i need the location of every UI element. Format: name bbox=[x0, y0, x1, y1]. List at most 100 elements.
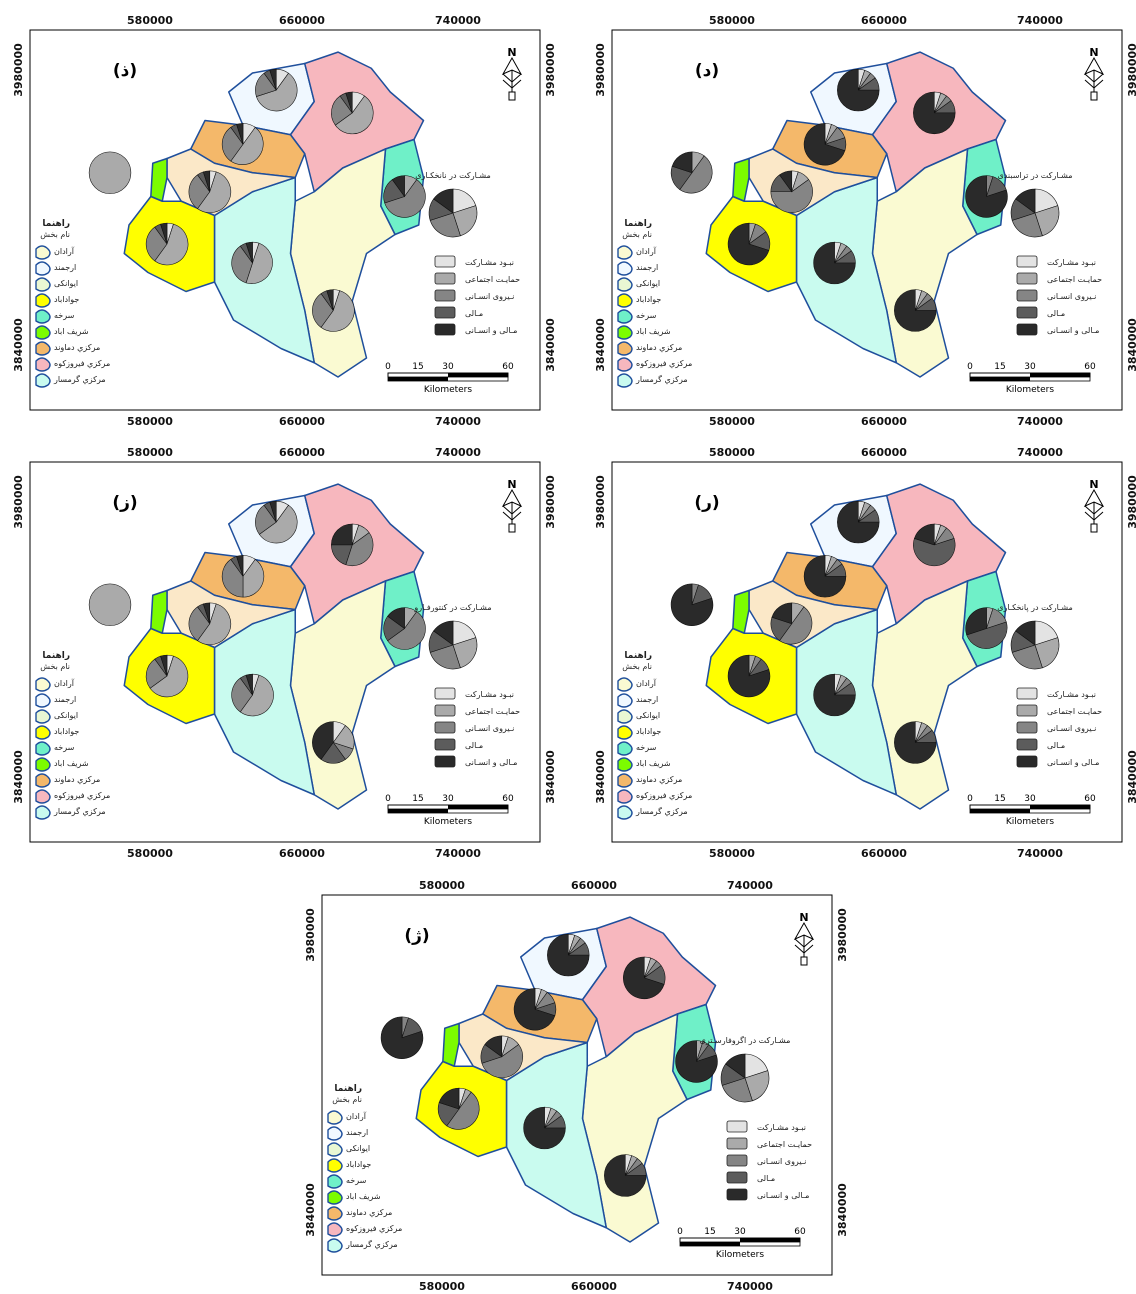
panel-label: (ر) bbox=[694, 493, 719, 513]
legend-swatch bbox=[35, 293, 51, 308]
participation-legend: نبـود مشـارکت حمایـت اجتماعی نـیروی انسـان… bbox=[1016, 255, 1102, 336]
participation-label: نـیروی انسـانی bbox=[465, 724, 514, 733]
district-pie bbox=[813, 241, 856, 285]
district-pie bbox=[437, 1087, 480, 1130]
scale-tick-label: 15 bbox=[994, 794, 1005, 804]
legend-swatch bbox=[35, 709, 51, 724]
participation-swatch bbox=[1016, 272, 1038, 285]
legend-district-label: جواداباد bbox=[636, 727, 661, 736]
participation-label: نبـود مشـارکت bbox=[465, 258, 514, 267]
legend-district-label: ایوانکی bbox=[636, 711, 660, 720]
x-tick-label-bottom: 660000 bbox=[279, 415, 325, 428]
legend-district-label: ارجمند bbox=[54, 263, 76, 272]
participation-swatch bbox=[434, 306, 456, 319]
legend-swatch bbox=[35, 789, 51, 804]
legend-swatch bbox=[617, 261, 633, 276]
scale-tick-label: 15 bbox=[994, 362, 1005, 372]
participation-legend: نبـود مشـارکت حمایـت اجتماعی نـیروی انسـان… bbox=[1016, 687, 1102, 768]
legend-swatch bbox=[617, 709, 633, 724]
district-pie bbox=[803, 123, 847, 166]
legend-swatch bbox=[327, 1110, 343, 1125]
participation-swatch bbox=[434, 323, 456, 336]
pie-slice bbox=[202, 170, 211, 192]
legend-swatch bbox=[617, 309, 633, 324]
participation-label: نـیروی انسـانی bbox=[1047, 292, 1096, 301]
legend-swatch bbox=[617, 357, 633, 372]
legend-subtitle: نام بخش bbox=[332, 1095, 362, 1104]
legend-district-label: سرخه bbox=[636, 743, 657, 752]
participation-legend: نبـود مشـارکت حمایـت اجتماعی نـیروی انسـان… bbox=[434, 255, 520, 336]
x-tick-label-bottom: 580000 bbox=[127, 847, 173, 860]
district-sharifabad bbox=[150, 589, 168, 635]
pie-slice bbox=[387, 611, 426, 650]
x-tick-label-bottom: 580000 bbox=[419, 1280, 465, 1290]
pie-slice bbox=[221, 126, 244, 162]
legend-swatch bbox=[35, 357, 51, 372]
x-tick-label-top: 660000 bbox=[861, 446, 907, 459]
pie-slice bbox=[446, 1091, 480, 1130]
scale-bar-seg-1 bbox=[388, 809, 448, 813]
pie-slice bbox=[965, 607, 987, 636]
pie-slice bbox=[523, 1106, 566, 1150]
legend-swatch bbox=[617, 277, 633, 292]
participation-label: حمایـت اجتماعی bbox=[1047, 275, 1102, 284]
pie-slice bbox=[245, 242, 273, 284]
scale-bar: 0 15 30 60 Kilometers bbox=[385, 794, 514, 827]
overall-pie-title: مشـارکت در نانخکـاری bbox=[415, 171, 491, 180]
legend-swatch bbox=[617, 693, 633, 708]
x-tick-label-top: 740000 bbox=[435, 446, 481, 459]
pie-slice bbox=[221, 558, 244, 598]
scale-tick-label: 0 bbox=[677, 1227, 683, 1237]
participation-label: مـالی bbox=[1047, 309, 1065, 318]
scale-tick-label: 30 bbox=[1024, 362, 1036, 372]
scale-bar-outline bbox=[679, 1237, 801, 1247]
participation-label: مـالی و انسـانی bbox=[1047, 758, 1099, 767]
scale-tick-label: 60 bbox=[794, 1227, 806, 1237]
pie-slice bbox=[671, 151, 693, 174]
x-tick-label-top: 580000 bbox=[127, 446, 173, 459]
participation-swatch bbox=[434, 255, 456, 268]
legend-district-label: مرکزي گرمسار bbox=[53, 806, 106, 816]
pie-slice bbox=[547, 933, 590, 977]
pie-slice bbox=[965, 175, 1008, 218]
pie-slice bbox=[331, 523, 353, 546]
legend-district-label: جواداباد bbox=[54, 727, 79, 736]
district-pie bbox=[383, 607, 426, 650]
scale-unit: Kilometers bbox=[716, 1250, 764, 1260]
pie-slice bbox=[345, 91, 353, 113]
legend-swatch bbox=[35, 741, 51, 756]
overall-pie-title: مشـارکت در اگروفارسـتری bbox=[700, 1035, 791, 1045]
panel-label: (د) bbox=[695, 61, 719, 81]
legend-district-label: ایوانکی bbox=[346, 1144, 370, 1153]
participation-swatch bbox=[1016, 255, 1038, 268]
scale-tick-label: 60 bbox=[502, 794, 514, 804]
legend-district-label: مرکزي دماوند bbox=[54, 343, 100, 352]
participation-swatch bbox=[1016, 306, 1038, 319]
x-tick-label-top: 580000 bbox=[419, 879, 465, 892]
legend-subtitle: نام بخش bbox=[622, 230, 652, 239]
north-arrow-base bbox=[800, 956, 808, 966]
pie-slice bbox=[202, 602, 211, 624]
legend-district-label: مرکزي گرمسار bbox=[345, 1239, 398, 1249]
pie-slice bbox=[255, 504, 277, 535]
map-panel-3: 580000 580000 660000 660000 740000 740000 3980… bbox=[12, 446, 557, 860]
pie-slice bbox=[239, 674, 274, 717]
pie-slice bbox=[230, 126, 264, 165]
overall-pie-title: مشـارکت در کنتورفـارو bbox=[413, 603, 491, 612]
north-arrow-icon: N bbox=[501, 46, 523, 101]
y-tick-label-right: 3840000 bbox=[1126, 750, 1136, 804]
participation-swatch bbox=[1016, 738, 1038, 751]
district-pie bbox=[331, 91, 374, 135]
legend-swatch bbox=[327, 1126, 343, 1141]
x-tick-label-top: 660000 bbox=[861, 14, 907, 27]
pie-slice bbox=[160, 222, 168, 245]
legend-district-label: مرکزي فيروزكوه bbox=[54, 359, 110, 368]
pie-slice bbox=[391, 175, 405, 198]
participation-label: مـالی و انسـانی bbox=[465, 326, 517, 335]
x-tick-label-bottom: 660000 bbox=[861, 847, 907, 860]
y-tick-label-left: 3980000 bbox=[304, 908, 317, 962]
x-tick-label-top: 740000 bbox=[435, 14, 481, 27]
pie-slice bbox=[149, 655, 189, 698]
pie-slice bbox=[145, 658, 168, 689]
